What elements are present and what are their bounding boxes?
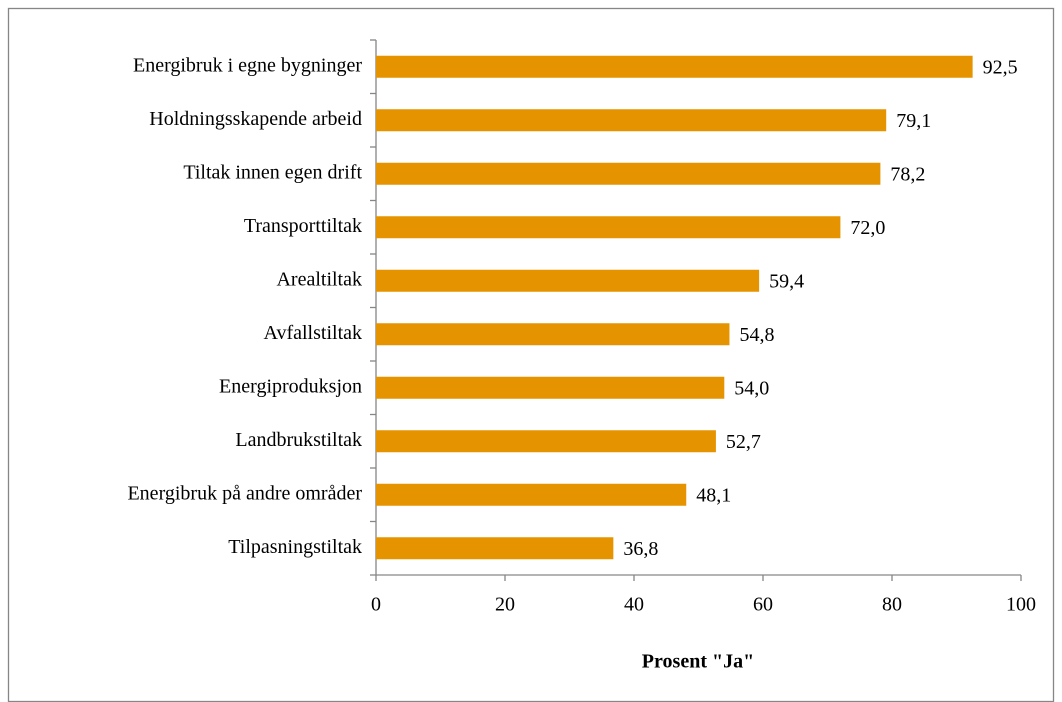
x-tick-label: 60 [753,594,773,616]
y-tick-label: Arealtiltak [276,268,362,290]
y-tick-label: Tiltak innen egen drift [183,161,362,183]
value-label: 78,2 [890,163,925,185]
x-tick-label: 0 [371,594,381,616]
x-axis-title: Prosent "Ja" [642,651,754,673]
bar [376,55,973,78]
y-tick-label: Energibruk i egne bygninger [133,54,362,76]
y-tick-label: Avfallstiltak [264,322,363,344]
x-tick-label: 80 [882,594,902,616]
bar [376,109,887,132]
value-label: 59,4 [769,270,804,292]
x-tick-label: 20 [495,594,515,616]
bar [376,483,687,506]
value-label: 72,0 [850,217,885,239]
y-tick-label: Landbrukstiltak [235,429,362,451]
bar [376,269,760,292]
bar [376,162,881,185]
bar [376,216,841,239]
value-label: 54,0 [734,377,769,399]
bar [376,430,716,453]
y-tick-label: Holdningsskapende arbeid [149,108,362,130]
bar [376,537,614,560]
value-label: 92,5 [983,56,1018,78]
bar [376,323,730,346]
value-label: 79,1 [896,110,931,132]
value-label: 52,7 [726,431,761,453]
value-label: 48,1 [696,484,731,506]
value-label: 36,8 [623,538,658,560]
x-tick-label: 100 [1006,594,1036,616]
value-label: 54,8 [739,324,774,346]
y-tick-label: Transporttiltak [244,215,362,237]
bar [376,376,725,399]
y-tick-label: Tilpasningstiltak [228,536,362,558]
y-tick-label: Energiproduksjon [219,375,362,397]
y-tick-label: Energibruk på andre områder [127,482,362,504]
x-tick-label: 40 [624,594,644,616]
